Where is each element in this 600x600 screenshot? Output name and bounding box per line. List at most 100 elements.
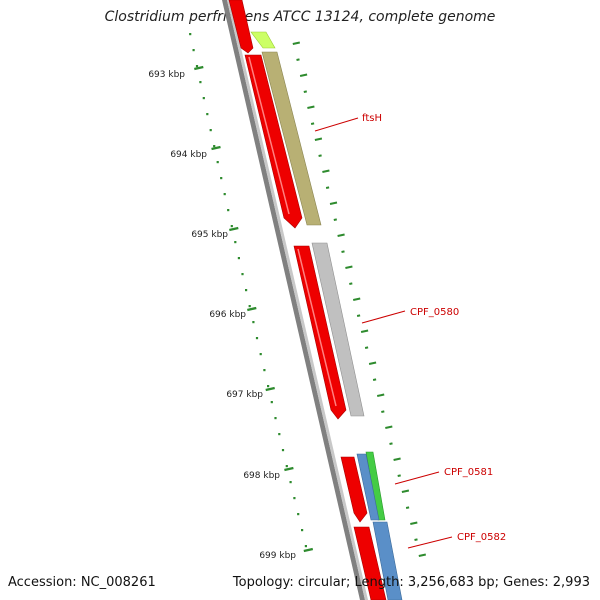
- ruler-minor-tick: [206, 113, 209, 116]
- leader-ftsh: [314, 117, 359, 132]
- gene-cpf-0581-b: [356, 453, 380, 521]
- cds-feature: [228, 0, 254, 54]
- ruler-minor-tick: [192, 49, 195, 52]
- ruler-minor-tick: [289, 481, 292, 484]
- ruler-minor-tick: [213, 145, 216, 148]
- ruler-minor-tick: [372, 378, 377, 381]
- ruler-major-tick: [229, 226, 239, 232]
- ruler-minor-tick: [248, 305, 251, 308]
- ruler-minor-tick: [333, 218, 337, 221]
- footer-stats: Topology: circular; Length: 3,256,683 bp…: [232, 575, 590, 590]
- ruler-minor-tick: [237, 257, 240, 260]
- ruler-minor-tick: [299, 73, 308, 77]
- ruler-minor-tick: [301, 529, 304, 532]
- ruler-minor-tick: [360, 329, 369, 333]
- ruler-minor-tick: [376, 393, 385, 397]
- ruler-label-696: 696 kbp: [209, 310, 246, 320]
- ruler-label-693: 693 kbp: [148, 70, 185, 80]
- ruler-minor-tick: [318, 154, 322, 157]
- ruler-minor-tick: [209, 129, 212, 132]
- ruler-major-tick: [211, 145, 221, 151]
- ruler-minor-tick: [195, 65, 199, 68]
- ruler-minor-tick: [234, 241, 237, 244]
- ruler-minor-tick: [405, 506, 410, 509]
- gene-label-cpf-0580[interactable]: CPF_0580: [410, 307, 459, 318]
- ruler-minor-tick: [337, 233, 345, 237]
- ruler-minor-tick: [341, 250, 345, 253]
- ruler-minor-ticks: [189, 33, 427, 557]
- gene-cpf-0580: [311, 242, 365, 417]
- ruler-minor-tick: [364, 346, 369, 349]
- ruler-minor-tick: [281, 449, 285, 452]
- ruler-minor-tick: [255, 337, 259, 340]
- ruler-minor-tick: [329, 201, 338, 205]
- ruler-major-tick: [194, 65, 204, 71]
- ruler-minor-tick: [259, 353, 262, 356]
- leader-cpf-0582: [407, 536, 453, 549]
- cds-highlight: [297, 248, 337, 407]
- leader-cpf-0581: [394, 471, 440, 485]
- ruler-minor-tick: [189, 33, 192, 36]
- ruler-minor-tick: [349, 282, 353, 285]
- ruler-minor-tick: [278, 433, 281, 436]
- ruler-minor-tick: [303, 90, 307, 93]
- ruler-minor-tick: [292, 41, 301, 45]
- ruler-minor-tick: [393, 457, 401, 461]
- ruler-minor-tick: [410, 521, 418, 525]
- ruler-minor-tick: [418, 553, 427, 557]
- ruler-minor-tick: [352, 297, 361, 301]
- gene-label-cpf-0582[interactable]: CPF_0582: [457, 532, 506, 543]
- cds-feature: [353, 526, 387, 600]
- ruler-major-ticks: [194, 65, 314, 553]
- ruler-minor-tick: [397, 474, 401, 477]
- ruler-minor-tick: [296, 58, 300, 61]
- ruler-minor-tick: [304, 545, 307, 548]
- ruler-label-694: 694 kbp: [170, 150, 207, 160]
- ruler-minor-tick: [385, 425, 393, 429]
- cds-highlight: [248, 56, 290, 215]
- ruler-minor-tick: [414, 538, 418, 541]
- ruler-minor-tick: [310, 122, 315, 125]
- leader-cpf-0580: [361, 310, 406, 324]
- gene-label-ftsh[interactable]: ftsH: [362, 113, 382, 124]
- ruler-label-699: 699 kbp: [259, 551, 296, 561]
- ruler-label-697: 697 kbp: [226, 390, 263, 400]
- ruler-minor-tick: [202, 97, 205, 100]
- backbone-strand: [222, 0, 365, 600]
- gene-ftsh: [261, 51, 322, 226]
- gene-cpf-0582: [372, 521, 403, 600]
- ruler-minor-tick: [285, 465, 288, 468]
- ruler-minor-tick: [263, 369, 266, 372]
- ruler-minor-tick: [389, 442, 393, 445]
- ruler-major-tick: [247, 306, 257, 312]
- ruler-minor-tick: [223, 193, 226, 196]
- cds-feature: [340, 456, 368, 523]
- ruler-minor-tick: [227, 209, 230, 212]
- ruler-minor-tick: [245, 289, 248, 292]
- ruler-minor-tick: [199, 81, 202, 84]
- ruler-minor-tick: [230, 225, 233, 228]
- ruler-minor-tick: [322, 169, 330, 173]
- ruler-label-698: 698 kbp: [243, 471, 280, 481]
- ruler-minor-tick: [241, 273, 244, 276]
- ruler-minor-tick: [381, 410, 385, 413]
- ruler-minor-tick: [267, 385, 270, 388]
- ruler-minor-tick: [297, 513, 300, 516]
- ruler-labels: 693 kbp 694 kbp 695 kbp 696 kbp 697 kbp …: [148, 70, 296, 561]
- gene-top-fragment: [250, 31, 276, 49]
- gene-label-cpf-0581[interactable]: CPF_0581: [444, 467, 493, 478]
- ruler-major-tick: [284, 466, 294, 472]
- ruler-minor-tick: [293, 497, 296, 500]
- ruler-minor-tick: [325, 186, 330, 189]
- map-title: Clostridium perfringens ATCC 13124, comp…: [104, 9, 496, 25]
- ruler-minor-tick: [216, 161, 219, 164]
- ruler-minor-tick: [307, 105, 315, 109]
- footer-accession: Accession: NC_008261: [8, 575, 156, 590]
- ruler-minor-tick: [252, 321, 255, 324]
- ruler-minor-tick: [220, 177, 223, 180]
- ruler-label-695: 695 kbp: [191, 230, 228, 240]
- ruler-minor-tick: [368, 361, 377, 365]
- ruler-minor-tick: [356, 314, 361, 317]
- ruler-minor-tick: [270, 401, 273, 404]
